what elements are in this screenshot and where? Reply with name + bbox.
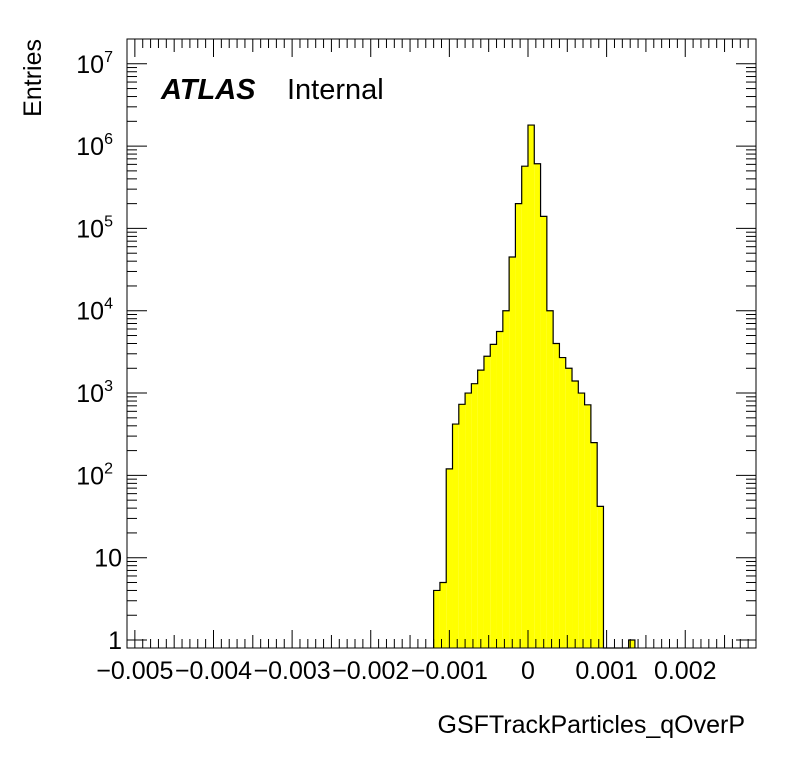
- y-axis-label: Entries: [19, 39, 47, 117]
- histogram-bar: [628, 640, 635, 648]
- histogram-bar: [553, 343, 560, 648]
- y-tick-labels: 1 10 102 103 104 105 106 107: [76, 49, 122, 655]
- histogram-bar: [584, 404, 591, 648]
- histogram-bar: [483, 356, 491, 648]
- x-tick-label: −0.003: [254, 657, 331, 685]
- histogram-bar: [597, 506, 604, 648]
- histogram-bar: [578, 393, 585, 648]
- histogram-bar: [433, 590, 440, 648]
- histogram-bar: [515, 203, 522, 648]
- x-tick-label: −0.004: [175, 657, 252, 685]
- histogram-bar: [477, 370, 484, 648]
- histogram-bar: [572, 381, 579, 648]
- y-tick-label: 103: [76, 378, 113, 408]
- y-tick-label: 107: [76, 49, 113, 79]
- x-tick-label: −0.001: [411, 657, 488, 685]
- y-tick-label: 1: [108, 627, 122, 655]
- histogram-bar: [509, 256, 516, 648]
- histogram-bar: [490, 344, 497, 648]
- plot-frame: [126, 38, 757, 649]
- histogram-bar: [471, 383, 478, 648]
- histogram-bar: [439, 582, 447, 648]
- histogram-outline: [433, 124, 636, 649]
- histogram-bar: [521, 166, 528, 648]
- x-tick-label: −0.002: [332, 657, 409, 685]
- y-tick-label: 105: [76, 213, 113, 243]
- atlas-label: ATLAS: [160, 74, 256, 106]
- x-tick-labels: −0.005 −0.004 −0.003 −0.002 −0.001 0 0.001 0.00…: [96, 657, 716, 685]
- y-tick-label: 10: [94, 545, 122, 573]
- y-tick-label: 106: [76, 131, 113, 161]
- x-axis-label: GSFTrackParticles_qOverP: [438, 711, 745, 739]
- histogram-bar: [452, 424, 459, 648]
- histogram-bar: [559, 357, 566, 648]
- histogram-bar: [540, 216, 547, 649]
- x-tick-label: −0.005: [96, 657, 173, 685]
- histogram-bar: [546, 310, 554, 648]
- atlas-status-label: Internal: [287, 74, 384, 106]
- histogram-bar: [590, 442, 598, 648]
- histogram-bar: [458, 404, 466, 648]
- histogram-bar: [534, 163, 541, 648]
- axis-ticks: [127, 38, 757, 648]
- histogram-bar: [502, 310, 510, 648]
- histogram-bar: [527, 125, 535, 649]
- y-tick-label: 104: [76, 296, 113, 326]
- x-tick-label: 0.001: [575, 657, 638, 685]
- y-tick-label: 102: [76, 460, 113, 490]
- x-tick-label: 0.002: [654, 657, 717, 685]
- histogram-bar: [565, 368, 573, 648]
- histogram-bars: [433, 124, 636, 649]
- x-tick-label: 0: [521, 657, 535, 685]
- histogram-bar: [465, 393, 472, 648]
- histogram-bar: [446, 468, 453, 648]
- histogram-bar: [496, 331, 503, 648]
